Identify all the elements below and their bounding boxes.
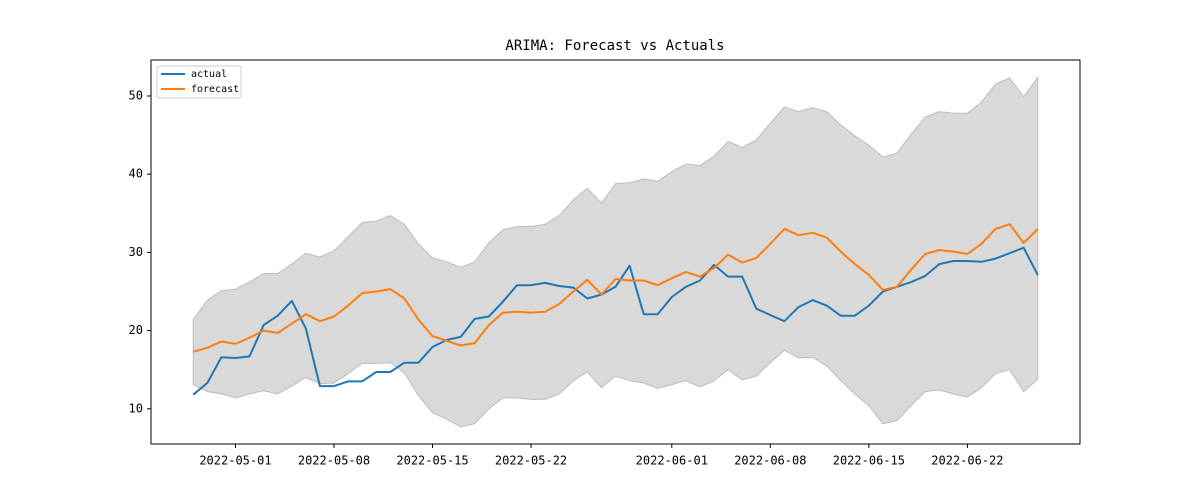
x-tick-label: 2022-05-22	[495, 454, 567, 468]
y-tick-label: 50	[129, 88, 143, 102]
x-tick-label: 2022-05-08	[298, 454, 370, 468]
y-tick-label: 20	[129, 323, 143, 337]
y-tick-label: 30	[129, 245, 143, 259]
legend-label: forecast	[191, 84, 239, 95]
chart-title: ARIMA: Forecast vs Actuals	[505, 38, 724, 54]
x-tick-label: 2022-05-15	[396, 454, 468, 468]
legend-label: actual	[191, 69, 227, 80]
series-line	[192, 223, 1039, 353]
confidence-band	[192, 75, 1039, 428]
x-tick-label: 2022-05-01	[199, 454, 271, 468]
legend: actual forecast	[156, 65, 242, 99]
x-tick-label: 2022-06-01	[636, 454, 708, 468]
y-tick-label: 10	[129, 401, 143, 415]
x-tick-label: 2022-06-15	[833, 454, 905, 468]
y-tick-label: 40	[129, 167, 143, 181]
x-tick-label: 2022-06-08	[734, 454, 806, 468]
x-tick-label: 2022-06-22	[931, 454, 1003, 468]
